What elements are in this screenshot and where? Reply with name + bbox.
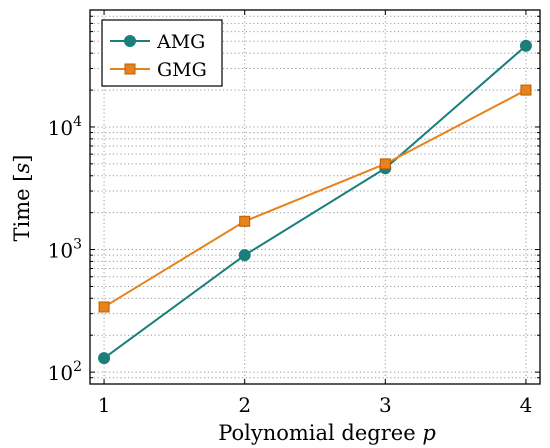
- data-point-gmg: [379, 158, 391, 170]
- y-axis-label-close: ]: [10, 155, 34, 163]
- series-line-amg: [103, 44, 527, 359]
- legend-label-gmg: GMG: [157, 59, 207, 81]
- y-tick-label: 104: [48, 114, 82, 140]
- y-tick-label-base: 10: [48, 361, 73, 385]
- data-point-gmg: [239, 215, 251, 227]
- x-axis-label-text: Polynomial degree: [218, 421, 422, 445]
- grid: [90, 9, 540, 385]
- y-tick-label-base: 10: [48, 116, 73, 140]
- legend-marker-amg: [124, 35, 136, 47]
- series: [98, 39, 532, 365]
- y-tick-label-exp: 2: [73, 359, 82, 375]
- data-point-gmg: [520, 84, 532, 96]
- legend-label-amg: AMG: [156, 31, 205, 53]
- data-point-gmg: [98, 301, 110, 313]
- legend: AMG GMG: [101, 19, 223, 87]
- x-tick-label: 2: [238, 393, 251, 417]
- series-line-gmg: [103, 89, 527, 308]
- data-point-amg: [238, 249, 251, 262]
- x-tick-label: 4: [520, 393, 533, 417]
- y-tick-label: 102: [48, 359, 82, 385]
- y-axis-label: Time [s]: [10, 155, 34, 242]
- y-tick-label-base: 10: [48, 239, 73, 263]
- x-axis-label-var: p: [422, 421, 435, 445]
- x-tick-label: 3: [379, 393, 392, 417]
- x-axis-label: Polynomial degree p: [218, 421, 436, 445]
- data-point-amg: [98, 352, 111, 365]
- y-tick-label-exp: 4: [73, 114, 82, 130]
- plot-frame: [89, 9, 541, 385]
- y-axis-label-text: Time [: [10, 174, 34, 242]
- legend-box: [101, 19, 223, 87]
- legend-marker-gmg: [124, 63, 136, 75]
- y-tick-label-exp: 3: [73, 237, 82, 253]
- x-tick-label: 1: [98, 393, 111, 417]
- y-axis-label-unit: s: [10, 163, 34, 174]
- data-point-amg: [519, 39, 532, 52]
- y-tick-label: 103: [48, 237, 82, 263]
